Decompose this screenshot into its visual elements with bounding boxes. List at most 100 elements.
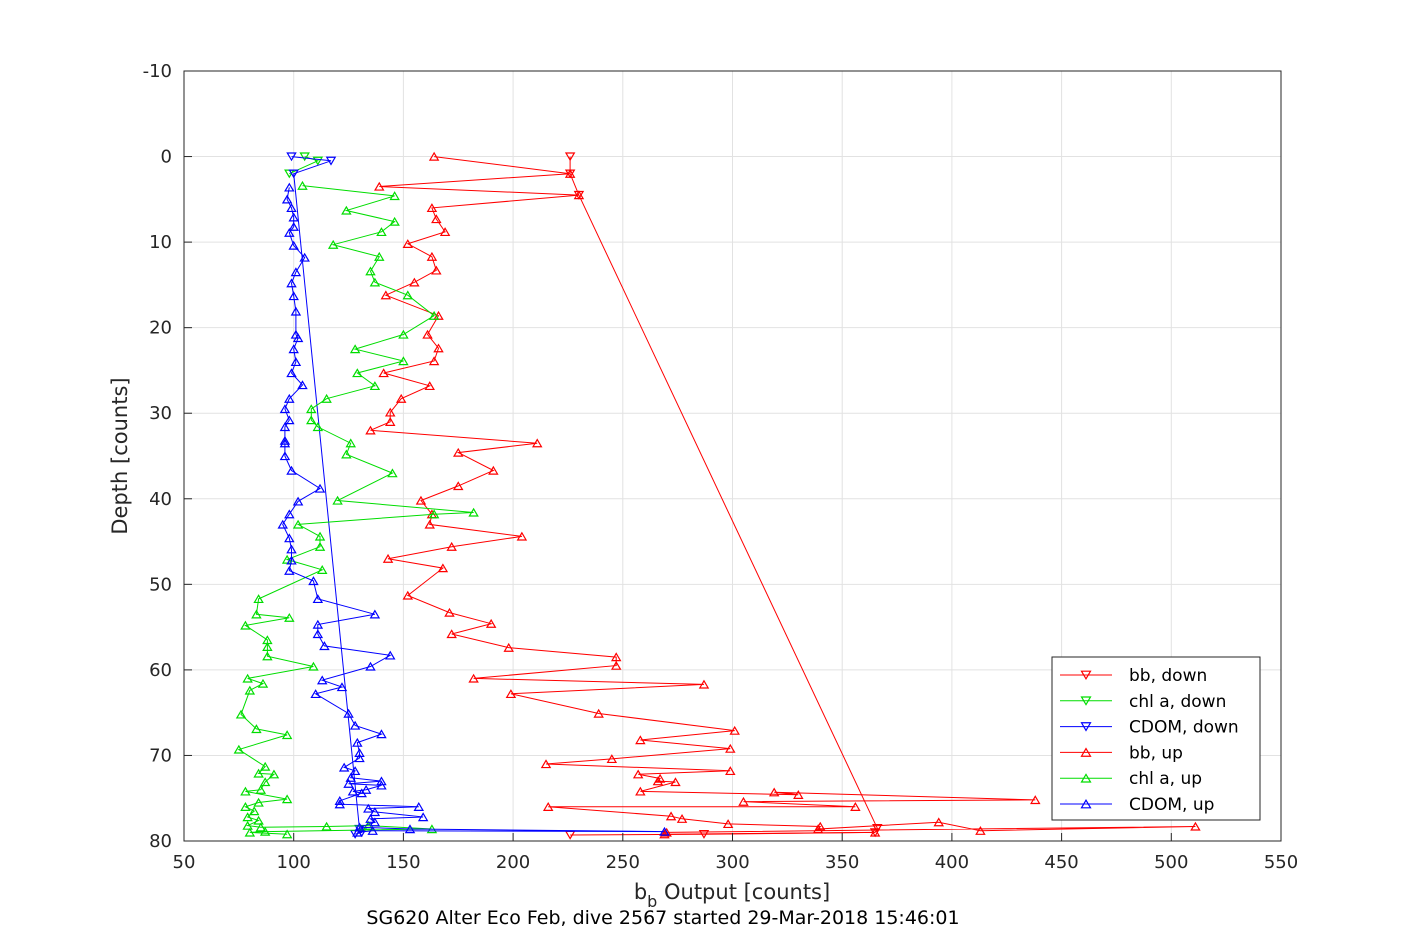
series-line [237,185,474,835]
data-point-marker [402,590,414,600]
data-point-marker [255,784,267,794]
data-point-marker [659,829,670,839]
data-point-marker [299,152,310,162]
data-point-marker [244,827,256,837]
data-point-marker [286,544,297,554]
data-point-marker [485,618,497,628]
axis-ticks: 50 100 150 200 250 300 350 400 450 500 550 -10 0 10 20… [143,61,1299,873]
y-tick-label: 10 [149,232,172,253]
data-point-marker [453,481,464,491]
data-point-marker [505,689,517,699]
data-point-marker [725,766,736,776]
data-point-marker [279,404,291,414]
data-point-marker [284,565,295,575]
data-point-marker [793,790,804,799]
data-point-marker [284,182,295,192]
data-point-marker [564,168,576,178]
data-point-marker [312,156,324,166]
data-point-marker [281,829,293,839]
data-point-marker [409,277,420,287]
legend: bb, down chl a, down CDOM, down bb, up chl a… [1051,656,1261,821]
data-point-marker [468,507,479,517]
data-point-marker [349,720,361,730]
data-point-marker [341,449,352,459]
data-point-marker [698,679,710,689]
data-point-marker [725,743,736,753]
data-point-marker [402,239,414,248]
legend-entry-label: CDOM, up [1129,795,1214,815]
data-point-marker [398,329,409,339]
data-point-marker [352,827,363,837]
data-point-marker [975,825,986,835]
data-point-marker [635,735,646,745]
x-axis-label-b: b [634,880,647,904]
x-axis-label-subscript: b [647,892,657,911]
data-point-marker [262,651,273,661]
data-point-marker [402,290,414,300]
x-tick-label: 550 [1264,852,1298,873]
data-point-marker [255,822,267,832]
data-point-marker [606,754,618,764]
data-point-marker [369,277,381,287]
data-point-marker [284,509,295,519]
data-point-marker [314,531,326,541]
series-chl-a-up [233,180,479,839]
data-point-marker [343,708,354,718]
data-point-marker [312,594,324,604]
data-point-marker [259,777,271,787]
y-tick-label: 60 [149,660,172,681]
data-point-marker [316,565,328,574]
data-point-marker [277,519,288,529]
data-point-marker [428,310,440,320]
data-point-marker [610,652,622,662]
data-point-marker [354,822,365,832]
series-cdom-up [277,182,670,837]
data-point-marker [369,381,381,391]
data-point-marker [306,415,317,425]
data-point-marker [395,393,407,403]
y-tick-label: 40 [149,489,172,510]
data-point-marker [286,278,297,288]
data-point-marker [540,759,552,769]
data-point-marker [253,815,264,825]
data-point-marker [444,607,455,617]
data-point-marker [240,620,251,630]
data-point-marker [1190,821,1201,831]
data-point-marker [290,357,302,367]
x-tick-label: 100 [277,852,311,873]
data-point-marker [453,447,464,457]
data-point-marker [251,724,262,734]
data-point-marker [279,422,291,432]
data-point-marker [314,483,326,493]
legend-box [1051,656,1261,821]
y-tick-label: 80 [149,831,172,852]
legend-entry-label: chl a, up [1129,769,1202,789]
y-tick-label: 30 [149,403,172,424]
data-point-marker [284,612,295,622]
data-point-marker [869,827,881,837]
data-point-marker [286,368,297,378]
data-point-marker [319,641,330,651]
data-point-marker [321,393,332,403]
data-point-marker [281,730,293,740]
data-point-marker [428,151,440,161]
data-point-marker [365,266,376,276]
data-point-marker [365,661,376,671]
data-point-marker [251,609,262,619]
data-point-marker [573,190,585,200]
x-tick-label: 450 [1044,852,1078,873]
x-tick-label: 350 [825,852,859,873]
data-point-marker [428,509,440,519]
data-point-marker [374,251,385,261]
y-tick-label: 70 [149,745,172,766]
data-point-marker [661,827,672,837]
legend-marker [1080,670,1092,681]
data-point-marker [242,673,253,683]
data-point-marker [354,753,365,763]
data-point-marker [428,356,440,366]
data-point-marker [446,541,457,551]
data-point-marker [288,169,299,179]
data-point-marker [338,762,350,772]
data-point-marker [768,787,780,797]
